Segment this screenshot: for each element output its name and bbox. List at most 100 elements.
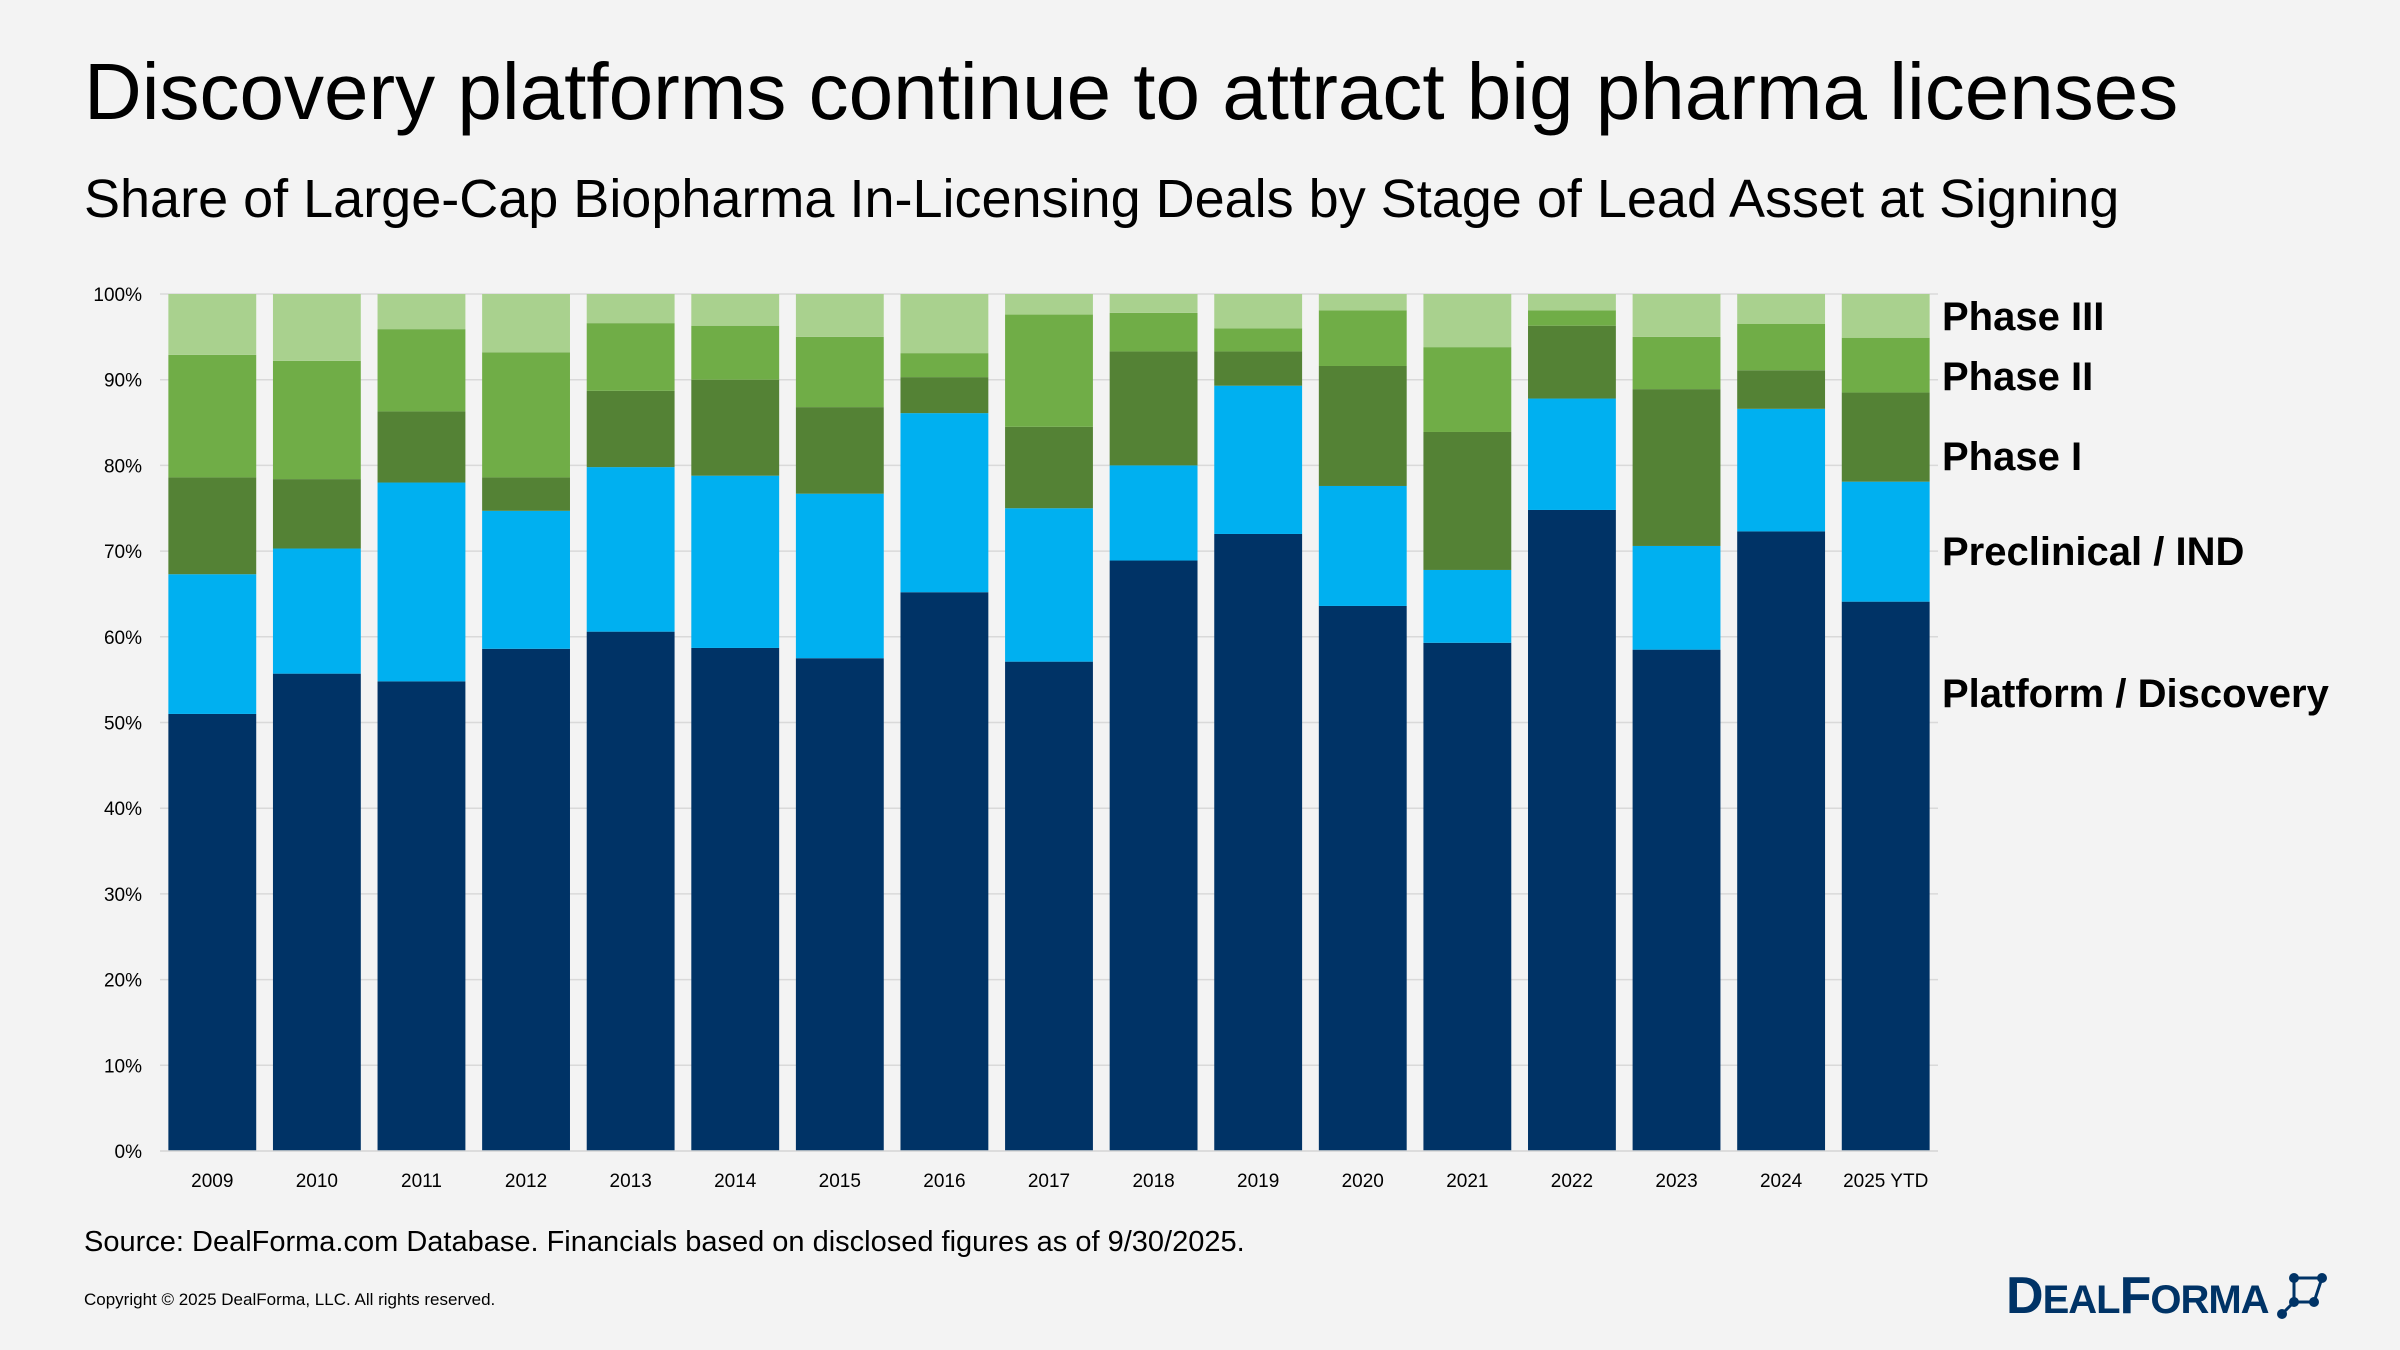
bar-segment-phase-i xyxy=(900,377,989,414)
bar-segment-phase-i xyxy=(482,477,570,511)
page-subtitle: Share of Large-Cap Biopharma In-Licensin… xyxy=(84,169,2120,229)
x-tick-label: 2015 xyxy=(819,1171,861,1192)
bar-segment-platform-discovery xyxy=(272,673,361,1151)
legend-label: Platform / Discovery xyxy=(1942,672,2330,716)
bar-segment-phase-iii xyxy=(1423,294,1512,348)
bar-segment-phase-iii xyxy=(1632,294,1721,337)
source-note: Source: DealForma.com Database. Financia… xyxy=(84,1226,1245,1258)
bar-segment-phase-i xyxy=(1841,392,1930,482)
x-tick-label: 2025 YTD xyxy=(1843,1171,1928,1192)
bar-segment-phase-ii xyxy=(691,325,780,380)
y-tick-label: 50% xyxy=(104,714,142,735)
bar-segment-phase-iii xyxy=(168,294,257,355)
bar-segment-phase-i xyxy=(1005,426,1093,509)
bar-segment-phase-i xyxy=(272,479,361,549)
bar-segment-platform-discovery xyxy=(1423,642,1512,1151)
bar-segment-phase-ii xyxy=(482,352,570,478)
bar-segment-phase-ii xyxy=(586,323,675,391)
y-tick-label: 30% xyxy=(104,885,142,906)
copyright-note: Copyright © 2025 DealForma, LLC. All rig… xyxy=(84,1290,496,1309)
bar-segment-phase-iii xyxy=(1214,294,1303,329)
bar-segment-platform-discovery xyxy=(1318,605,1407,1151)
x-tick-label: 2017 xyxy=(1028,1171,1070,1192)
bar-segment-preclinical-ind xyxy=(1423,569,1512,643)
bar-segment-phase-i xyxy=(1737,370,1826,409)
y-tick-label: 80% xyxy=(104,456,142,477)
bar-segment-phase-ii xyxy=(1423,347,1512,432)
bar-segment-platform-discovery xyxy=(1005,661,1093,1151)
bar-segment-phase-i xyxy=(1632,389,1721,546)
bar-segment-phase-i xyxy=(795,407,884,494)
bar-segment-phase-ii xyxy=(1109,312,1198,352)
bar-segment-platform-discovery xyxy=(795,658,884,1151)
bar-segment-phase-ii xyxy=(377,329,466,412)
y-tick-label: 40% xyxy=(104,799,142,820)
bar-segment-phase-iii xyxy=(1318,294,1407,311)
stacked-bar-chart: 0% 10% 20% 30% 40% 50% 60% 70% 80% 90% 100% 2009 201… xyxy=(93,285,2330,1192)
bar-segment-phase-ii xyxy=(1318,310,1407,366)
logo-wordmark: DEALFORMA xyxy=(2006,1267,2270,1325)
bar-segment-platform-discovery xyxy=(168,713,257,1151)
legend-label: Phase II xyxy=(1942,355,2093,399)
bar-segment-preclinical-ind xyxy=(900,413,989,593)
bar-segment-phase-iii xyxy=(1841,294,1930,338)
bar-segment-preclinical-ind xyxy=(482,510,570,649)
bar-segment-preclinical-ind xyxy=(1632,545,1721,650)
legend-label: Phase I xyxy=(1942,435,2082,479)
x-tick-label: 2019 xyxy=(1237,1171,1279,1192)
bar-segment-phase-i xyxy=(168,477,257,575)
bar-segment-phase-i xyxy=(1214,351,1303,386)
bar-segment-preclinical-ind xyxy=(1318,485,1407,606)
y-tick-label: 20% xyxy=(104,971,142,992)
y-tick-label: 100% xyxy=(93,285,142,306)
x-tick-label: 2022 xyxy=(1551,1171,1593,1192)
y-tick-label: 0% xyxy=(115,1142,143,1163)
bar-segment-platform-discovery xyxy=(691,647,780,1151)
dealforma-logo: DEALFORMA xyxy=(2006,1266,2336,1326)
bar-segment-phase-i xyxy=(377,411,466,483)
network-dots-icon xyxy=(2277,1273,2327,1319)
x-tick-label: 2016 xyxy=(923,1171,965,1192)
bar-segment-phase-ii xyxy=(272,360,361,480)
x-tick-label: 2009 xyxy=(191,1171,233,1192)
bar-segment-platform-discovery xyxy=(1528,509,1616,1151)
bar-segment-preclinical-ind xyxy=(795,493,884,659)
bar-segment-phase-i xyxy=(1528,325,1616,399)
x-tick-label: 2010 xyxy=(296,1171,338,1192)
bar-segment-phase-i xyxy=(586,390,675,468)
bar-segment-preclinical-ind xyxy=(1214,385,1303,534)
legend-label: Preclinical / IND xyxy=(1942,530,2244,574)
y-tick-label: 10% xyxy=(104,1056,142,1077)
bar-segment-preclinical-ind xyxy=(1528,398,1616,510)
bar-segment-phase-iii xyxy=(272,294,361,361)
bar-segment-platform-discovery xyxy=(1737,531,1826,1151)
bar-segment-phase-ii xyxy=(168,354,257,478)
bar-segment-phase-ii xyxy=(1841,337,1930,393)
page-title: Discovery platforms continue to attract … xyxy=(84,47,2179,136)
bar-segment-phase-i xyxy=(691,379,780,476)
x-tick-label: 2020 xyxy=(1342,1171,1384,1192)
bar-segment-phase-ii xyxy=(1528,310,1616,326)
legend-label: Phase III xyxy=(1942,295,2104,339)
bar-segment-phase-iii xyxy=(377,294,466,330)
y-tick-label: 70% xyxy=(104,542,142,563)
bar-segment-platform-discovery xyxy=(377,681,466,1151)
bar-segment-preclinical-ind xyxy=(1109,465,1198,561)
bar-segment-platform-discovery xyxy=(482,648,570,1151)
bar-segment-phase-iii xyxy=(1005,294,1093,315)
bar-segment-phase-iii xyxy=(482,294,570,353)
bar-segment-platform-discovery xyxy=(1632,649,1721,1151)
x-tick-label: 2013 xyxy=(610,1171,652,1192)
bar-segment-phase-iii xyxy=(900,294,989,354)
bar-segment-phase-iii xyxy=(1109,294,1198,313)
y-tick-label: 90% xyxy=(104,371,142,392)
bar-segment-preclinical-ind xyxy=(272,548,361,674)
bar-segment-platform-discovery xyxy=(1841,601,1930,1151)
x-tick-label: 2011 xyxy=(401,1171,442,1192)
bar-segment-preclinical-ind xyxy=(1005,508,1093,662)
y-tick-label: 60% xyxy=(104,628,142,649)
bar-segment-preclinical-ind xyxy=(1841,481,1930,602)
bar-segment-platform-discovery xyxy=(1109,560,1198,1151)
bar-segment-phase-i xyxy=(1423,431,1512,570)
bar-segment-preclinical-ind xyxy=(691,475,780,648)
